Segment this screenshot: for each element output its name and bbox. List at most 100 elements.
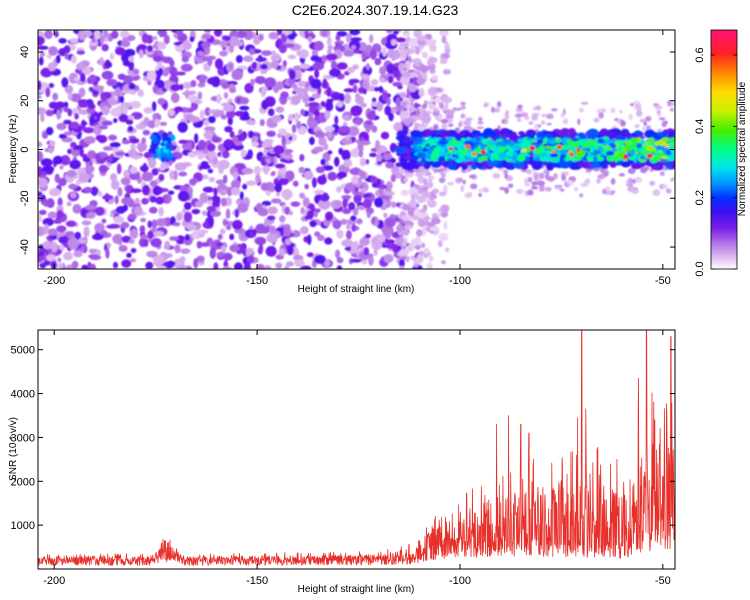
spectrogram-cell <box>546 163 554 171</box>
spectrogram-cell <box>333 156 340 167</box>
spectrogram-cell <box>421 104 428 109</box>
spectrogram-cell <box>71 260 79 269</box>
spectrogram-cell <box>370 101 379 107</box>
snr-frame <box>37 329 676 570</box>
spectrogram-cell <box>162 69 168 77</box>
spectrogram-cell <box>207 149 217 160</box>
spectrogram-cell <box>354 186 359 193</box>
spectrogram-cell <box>196 255 205 263</box>
spectrogram-cell <box>199 109 205 120</box>
spectrogram-cell <box>348 125 360 137</box>
spectrogram-cell <box>280 91 289 99</box>
spectrogram-cell <box>649 180 656 186</box>
spectrogram-cell <box>369 48 377 60</box>
spectrogram-cell <box>364 233 372 239</box>
spectrogram-cell <box>74 231 82 240</box>
spectrogram-cell <box>152 113 158 120</box>
spectrogram-cell <box>609 161 617 168</box>
spectrogram-cell <box>167 190 175 195</box>
spectrogram-cell <box>642 126 646 131</box>
spectrogram-cell <box>149 180 158 188</box>
spectrogram-cell <box>359 140 371 146</box>
spectrogram-cell <box>38 214 43 223</box>
spectrogram-cell <box>326 35 332 47</box>
spectrogram-cell <box>318 136 327 146</box>
spectrogram-cell <box>114 195 119 205</box>
spectrogram-cell <box>147 157 157 169</box>
y-tick-label: -20 <box>19 190 31 206</box>
spectrogram-cell <box>419 250 424 256</box>
spectrogram-cell <box>320 158 326 166</box>
spectrogram-cell <box>348 202 356 211</box>
spectrogram-cell <box>610 178 616 185</box>
spectrogram-cell <box>251 61 257 70</box>
spectrogram-cell <box>327 150 333 155</box>
spectrogram-cell <box>76 50 86 55</box>
spectrogram-cell <box>610 143 617 149</box>
spectrogram-cell <box>58 177 67 187</box>
spectrogram-cell <box>559 188 565 192</box>
spectrogram-cell <box>666 149 671 156</box>
colorbar-tick-label: 0.2 <box>694 190 706 205</box>
spectrogram-cell <box>249 247 254 255</box>
spectrogram-cell <box>59 165 64 170</box>
spectrogram-cell <box>266 130 276 137</box>
spectrogram-cell <box>448 117 453 124</box>
spectrogram-cell <box>398 134 406 141</box>
spectrogram-cell <box>51 241 58 253</box>
spectrogram-cell <box>478 193 482 197</box>
spectrogram-cell <box>376 101 383 112</box>
spectrogram-cell <box>400 189 409 196</box>
spectrogram-cell <box>618 173 626 177</box>
spectrogram-cell <box>661 137 670 142</box>
spectrogram-cell <box>326 86 332 97</box>
spectrogram-cell <box>667 99 671 107</box>
spectrogram-cell <box>67 238 80 249</box>
spectrogram-cell <box>79 72 86 83</box>
spectrogram-cell <box>231 187 241 196</box>
spectrogram-cell <box>177 190 190 202</box>
spectrogram-cell <box>533 125 540 130</box>
spectrogram-cell <box>566 139 573 144</box>
spectrogram-cell <box>154 118 161 128</box>
spectrogram-cell <box>69 121 80 129</box>
spectrogram-cell <box>273 145 285 155</box>
spectrogram-cell <box>289 69 296 80</box>
spectrogram-cell <box>113 216 125 224</box>
spectrogram-cell <box>417 175 424 184</box>
spectrogram-cell <box>219 50 228 57</box>
spectrogram-cell <box>498 152 506 160</box>
spectrogram-cell <box>270 53 281 62</box>
spectrogram-cell <box>307 118 318 129</box>
y-tick-label: 5000 <box>11 345 35 357</box>
spectrogram-cell <box>302 197 310 208</box>
spectrogram-cell <box>533 173 539 181</box>
spectrogram-cell <box>118 245 128 252</box>
spectrogram-cell <box>173 106 184 113</box>
spectrogram-cell <box>261 99 269 110</box>
spectrogram-cell <box>207 109 219 114</box>
spectrogram-cell <box>439 57 448 65</box>
spectrogram-cell <box>370 79 379 86</box>
spectrogram-cell <box>422 204 428 211</box>
spectrogram-cell <box>483 102 488 108</box>
spectrogram-cell <box>524 155 530 162</box>
spectrogram-cell <box>229 244 240 253</box>
spectrogram-cell <box>264 77 277 88</box>
spectrogram-cell <box>394 147 407 154</box>
spectrogram-cell <box>65 220 77 227</box>
spectrogram-cell <box>226 186 233 197</box>
spectrogram-cell <box>208 115 216 124</box>
spectrogram-cell <box>416 35 427 42</box>
spectrogram-cell <box>87 150 97 160</box>
spectrogram-cell <box>392 81 403 87</box>
spectrogram-cell <box>529 138 538 143</box>
spectrogram-cell <box>358 170 366 178</box>
spectrogram-heatmap <box>38 30 675 269</box>
spectrogram-cell <box>121 197 133 205</box>
spectrogram-cell <box>226 224 232 231</box>
spectrogram-cell <box>362 198 372 209</box>
spectrogram-cell <box>521 139 531 145</box>
spectrogram-cell <box>426 262 433 269</box>
spectrogram-cell <box>351 224 357 232</box>
